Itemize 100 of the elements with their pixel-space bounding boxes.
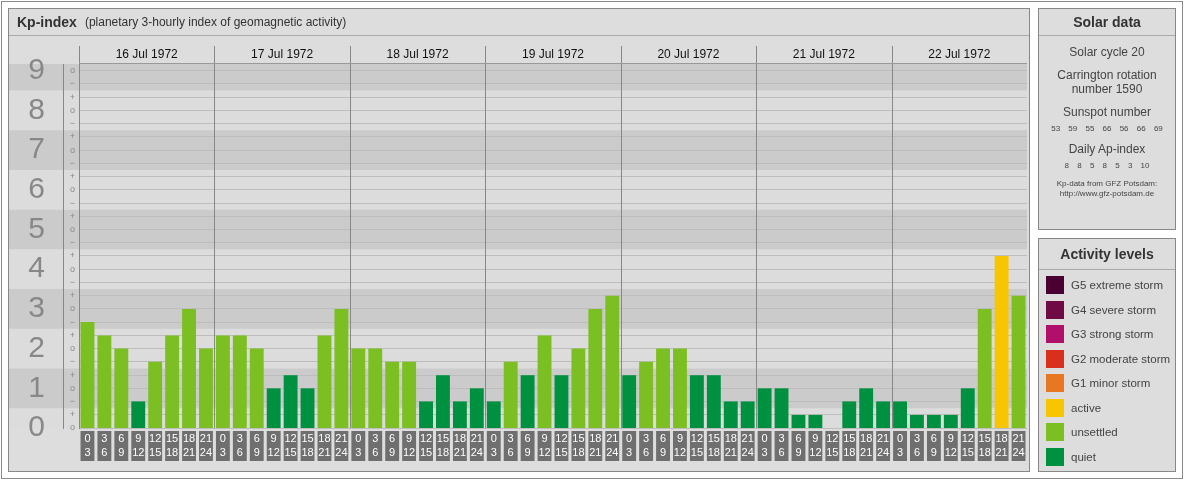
category-label: −	[69, 237, 75, 248]
x-tick-label: 0 3	[896, 431, 904, 458]
x-tick-label: 6 9	[118, 431, 125, 458]
legend-title: Activity levels	[1039, 239, 1175, 270]
y-tick-label: 7	[28, 131, 45, 165]
text: 8 8 5 8 5 3 10	[1063, 161, 1151, 170]
category-label: +	[69, 171, 75, 182]
x-tick-label: 3 6	[236, 431, 243, 458]
x-tick-label: 9 12	[673, 431, 687, 458]
category-label: +	[69, 91, 75, 102]
x-tick-label: 3 6	[913, 431, 921, 458]
x-tick-label: 9 12	[267, 431, 280, 458]
x-tick-label: 0 3	[761, 431, 768, 458]
category-label: −	[69, 276, 75, 287]
category-label: +	[69, 210, 75, 221]
x-tick-label: 12 15	[284, 431, 297, 458]
category-label: +	[69, 290, 75, 301]
category-label: −	[69, 118, 75, 129]
legend-label: G1 minor storm	[1071, 377, 1151, 390]
text: 22 Jul 1972	[928, 47, 991, 62]
x-tick-label: 21 24	[199, 431, 213, 458]
x-tick-label: 6 9	[253, 431, 260, 458]
x-tick-label: 12 15	[555, 431, 568, 458]
x-tick-label: 21 24	[741, 431, 754, 458]
text: Solar data	[1039, 9, 1175, 36]
x-tick-label: 9 12	[132, 431, 145, 458]
category-label: −	[69, 197, 75, 208]
category-label: −	[69, 396, 75, 407]
text: http://www.gfz-potsdam.de	[1058, 189, 1156, 198]
category-label: −	[69, 316, 75, 327]
y-tick-label: 3	[28, 290, 45, 324]
category-label: +	[69, 409, 75, 420]
x-tick-label: 9 12	[402, 431, 416, 458]
x-tick-label: 6 9	[795, 431, 802, 458]
x-tick-label: 21 24	[876, 431, 890, 458]
x-tick-label: 12 15	[961, 431, 974, 458]
text: Kp-data from GFZ Potsdam:	[1055, 179, 1159, 188]
text: 16 Jul 1972	[115, 47, 179, 62]
text: 21 Jul 1972	[792, 47, 856, 62]
category-label: +	[69, 329, 75, 340]
chart-title: Kp-index	[17, 14, 77, 30]
x-tick-label: 12 15	[419, 431, 433, 458]
x-tick-label: 18 21	[589, 431, 602, 458]
x-tick-label: 15 18	[843, 431, 856, 458]
x-tick-label: 3 6	[507, 431, 514, 458]
x-tick-label: 9 12	[944, 431, 957, 458]
x-tick-label: 12 15	[690, 431, 704, 458]
x-tick-label: 3 6	[101, 431, 108, 458]
legend-label: G5 extreme storm	[1071, 279, 1164, 292]
x-tick-label: 6 9	[524, 431, 531, 458]
legend-label: G4 severe storm	[1071, 303, 1156, 316]
x-tick-label: 6 9	[930, 431, 937, 458]
legend-label: quiet	[1071, 450, 1096, 463]
x-tick-label: 0 3	[219, 431, 226, 458]
x-tick-label: 9 12	[538, 431, 551, 458]
legend-label: active	[1071, 401, 1102, 414]
x-tick-label: 21 24	[606, 431, 619, 458]
text: 19 Jul 1972	[521, 47, 585, 62]
category-label: −	[69, 356, 75, 367]
category-label: −	[69, 78, 75, 89]
chart-subtitle: (planetary 3-hourly index of geomagnetic activity)	[84, 15, 347, 29]
text: 18 Jul 1972	[386, 47, 449, 62]
y-tick-label: 8	[28, 91, 45, 125]
y-tick-label: 1	[28, 369, 45, 403]
category-label: o	[69, 343, 75, 354]
category-label: +	[69, 250, 75, 261]
category-label: o	[69, 422, 75, 433]
y-tick-label: 6	[28, 171, 45, 205]
category-label: o	[69, 184, 75, 195]
legend-label: unsettled	[1071, 426, 1118, 439]
x-tick-label: 3 6	[372, 431, 379, 458]
category-label: −	[69, 157, 75, 168]
x-tick-label: 15 18	[165, 431, 179, 458]
x-tick-label: 21 24	[1012, 431, 1025, 458]
x-tick-label: 3 6	[643, 431, 650, 458]
y-tick-label: 5	[28, 210, 45, 244]
y-tick-label: 4	[28, 250, 45, 284]
x-tick-label: 12 15	[149, 431, 162, 458]
text: 17 Jul 1972	[251, 47, 314, 62]
x-tick-label: 3 6	[778, 431, 785, 458]
x-tick-label: 18 21	[453, 431, 467, 458]
x-tick-label: 12 15	[826, 431, 839, 458]
category-label: +	[69, 369, 75, 380]
text: Sunspot number	[1061, 105, 1153, 119]
text: Daily Ap-index	[1067, 142, 1147, 156]
x-tick-label: 6 9	[389, 431, 396, 458]
x-tick-label: 18 21	[724, 431, 737, 458]
x-tick-label: 15 18	[572, 431, 585, 458]
x-tick-label: 15 18	[707, 431, 720, 458]
x-tick-label: 0 3	[355, 431, 362, 458]
x-tick-label: 15 18	[436, 431, 450, 458]
y-tick-label: 9	[28, 52, 45, 86]
text: 20 Jul 1972	[657, 47, 720, 62]
x-tick-label: 21 24	[470, 431, 483, 458]
text: Solar cycle 20	[1068, 45, 1146, 59]
y-tick-label: 0	[28, 409, 45, 443]
category-label: o	[69, 263, 75, 274]
x-tick-label: 18 21	[860, 431, 873, 458]
x-tick-label: 15 18	[301, 431, 314, 458]
legend-label: G3 strong storm	[1071, 328, 1154, 341]
